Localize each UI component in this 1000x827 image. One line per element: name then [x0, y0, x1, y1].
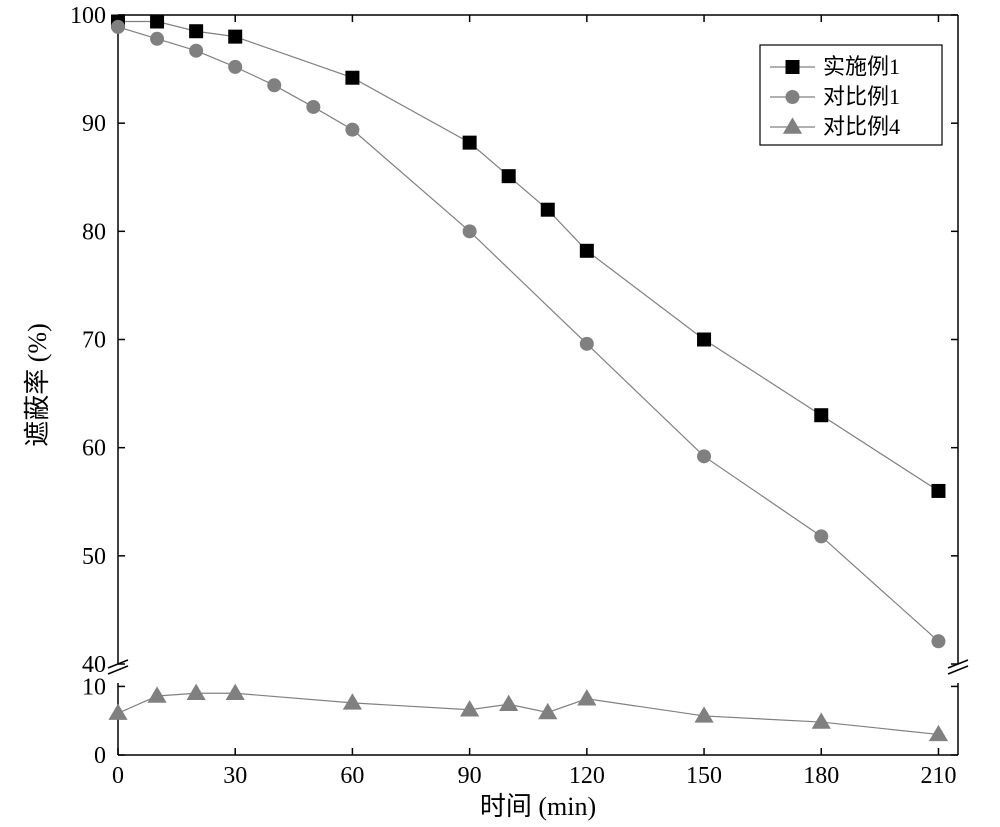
- square-marker: [814, 408, 828, 422]
- legend-label: 对比例4: [823, 114, 900, 139]
- circle-marker: [814, 529, 828, 543]
- triangle-marker: [929, 725, 948, 741]
- y-tick-label: 90: [82, 111, 106, 137]
- square-marker: [345, 71, 359, 85]
- legend-label: 对比例1: [823, 84, 900, 109]
- legend-label: 实施例1: [823, 54, 900, 79]
- circle-marker: [931, 634, 945, 648]
- triangle-marker: [108, 704, 127, 720]
- x-tick-label: 30: [223, 763, 247, 789]
- square-marker: [228, 30, 242, 44]
- x-tick-label: 120: [569, 763, 605, 789]
- y-tick-label: 100: [70, 3, 106, 29]
- x-tick-label: 180: [803, 763, 839, 789]
- square-marker: [502, 169, 516, 183]
- chart-container: 0306090120150180210405060708090100010时间 …: [0, 0, 1000, 827]
- circle-marker: [786, 90, 800, 104]
- x-tick-label: 150: [686, 763, 722, 789]
- triangle-marker: [147, 686, 166, 702]
- triangle-marker: [499, 695, 518, 711]
- chart-svg: 0306090120150180210405060708090100010时间 …: [0, 0, 1000, 827]
- square-marker: [150, 14, 164, 28]
- square-marker: [541, 203, 555, 217]
- x-tick-label: 0: [112, 763, 124, 789]
- y-tick-label: 10: [82, 674, 106, 700]
- circle-marker: [697, 449, 711, 463]
- y-tick-label: 0: [94, 743, 106, 769]
- y-tick-label: 70: [82, 328, 106, 354]
- triangle-marker: [577, 689, 596, 705]
- triangle-marker: [226, 684, 245, 700]
- circle-marker: [463, 224, 477, 238]
- y-tick-label: 80: [82, 219, 106, 245]
- square-marker: [189, 24, 203, 38]
- triangle-marker: [812, 712, 831, 728]
- circle-marker: [228, 60, 242, 74]
- x-axis-label: 时间 (min): [480, 792, 596, 821]
- circle-marker: [306, 100, 320, 114]
- circle-marker: [189, 44, 203, 58]
- square-marker: [697, 333, 711, 347]
- triangle-marker: [343, 693, 362, 709]
- square-marker: [580, 244, 594, 258]
- square-marker: [786, 60, 800, 74]
- circle-marker: [150, 32, 164, 46]
- square-marker: [931, 484, 945, 498]
- x-tick-label: 90: [458, 763, 482, 789]
- y-tick-label: 60: [82, 436, 106, 462]
- circle-marker: [111, 20, 125, 34]
- x-tick-label: 210: [920, 763, 956, 789]
- triangle-marker: [187, 684, 206, 700]
- circle-marker: [345, 123, 359, 137]
- y-axis-label: 遮蔽率 (%): [23, 323, 52, 446]
- circle-marker: [267, 78, 281, 92]
- x-tick-label: 60: [340, 763, 364, 789]
- square-marker: [463, 136, 477, 150]
- y-tick-label: 50: [82, 544, 106, 570]
- circle-marker: [580, 337, 594, 351]
